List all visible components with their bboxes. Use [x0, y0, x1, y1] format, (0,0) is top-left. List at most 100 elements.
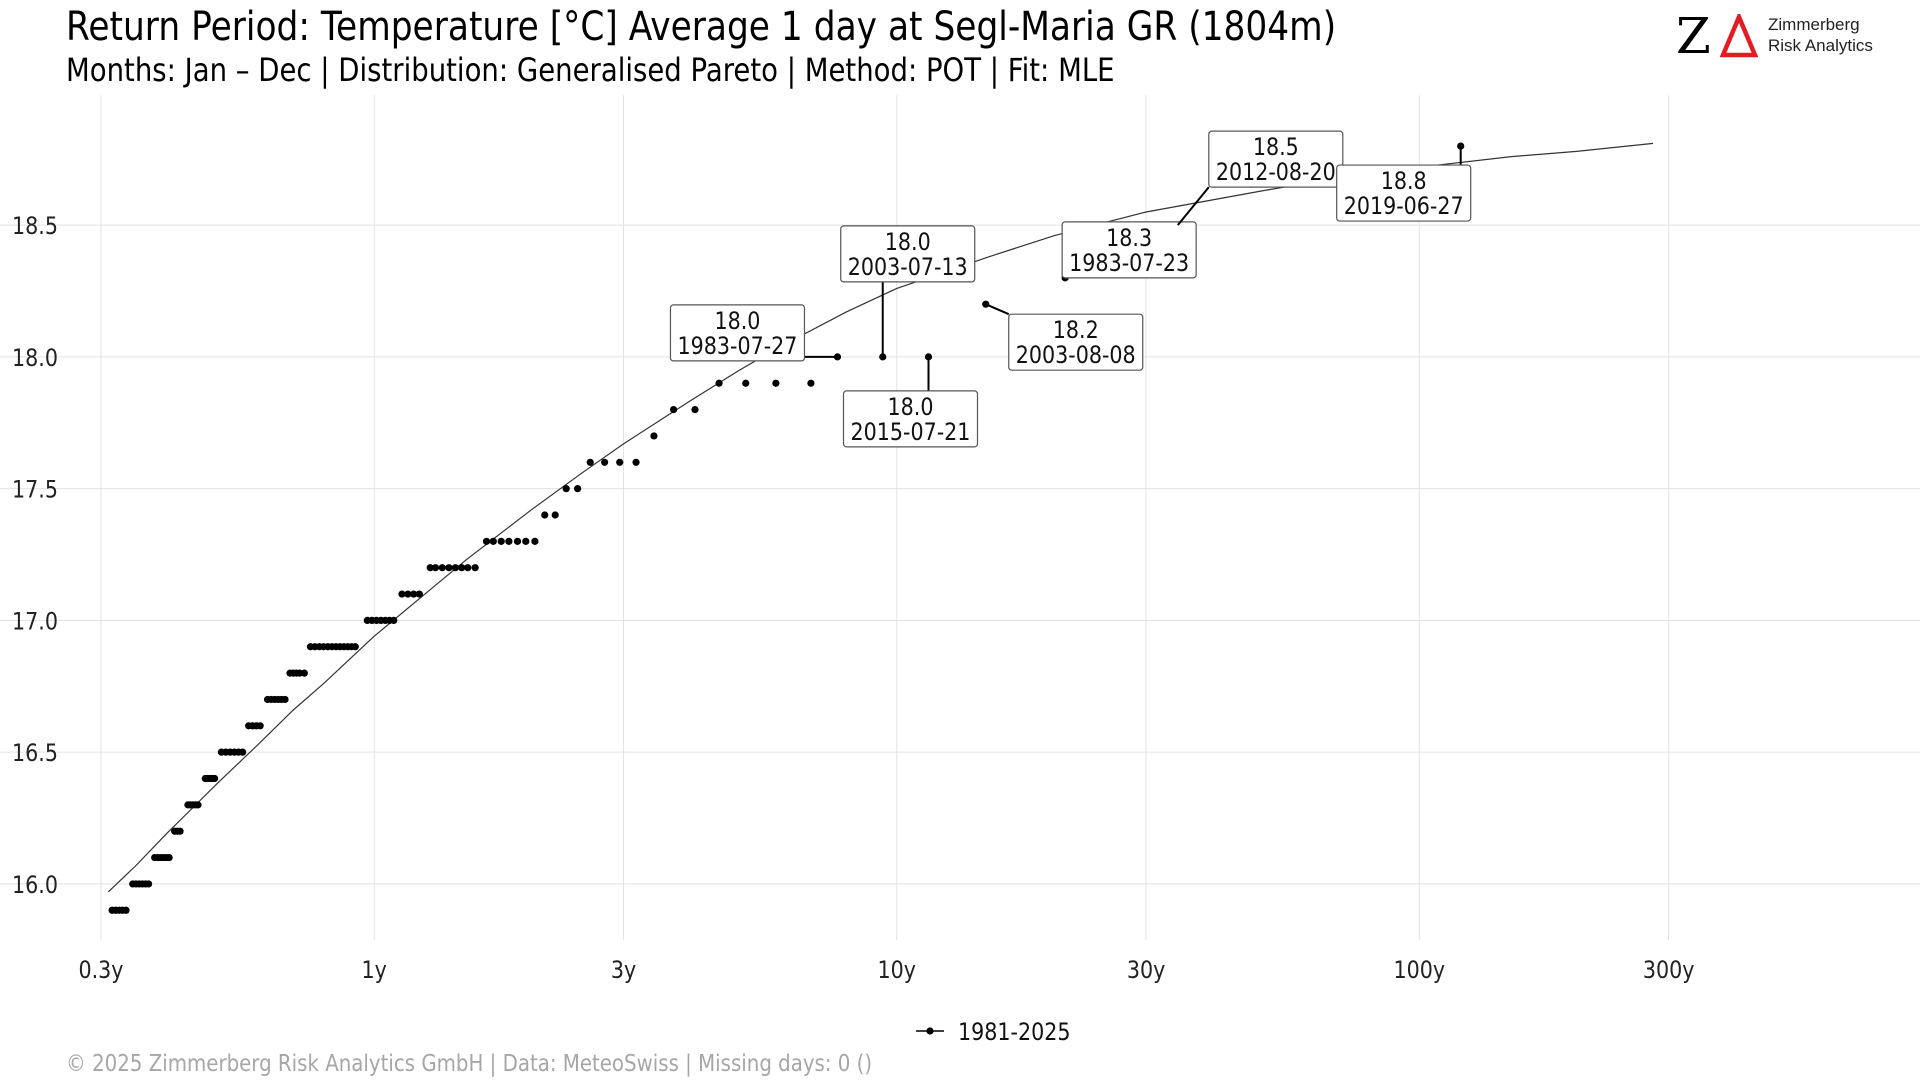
data-point: [551, 511, 559, 519]
annotation-leader: [1177, 186, 1210, 226]
y-tick-label: 16.0: [12, 871, 58, 899]
grid-lines: [0, 95, 1920, 940]
x-tick-label: 300y: [1643, 957, 1695, 985]
legend-label: 1981-2025: [958, 1019, 1070, 1047]
annotation-box: [842, 390, 979, 448]
y-tick-label: 18.5: [12, 213, 58, 241]
data-point: [438, 564, 446, 572]
data-point: [601, 458, 609, 466]
data-point: [742, 379, 750, 387]
chart-title: Return Period: Temperature [°C] Average …: [66, 4, 1337, 50]
annotation-value: 18.8: [1381, 168, 1427, 196]
footer-credits: © 2025 Zimmerberg Risk Analytics GmbH | …: [66, 1051, 873, 1077]
data-point: [165, 853, 173, 862]
data-point: [505, 537, 513, 545]
data-point: [691, 405, 699, 414]
annotation-box: [669, 304, 806, 362]
data-point: [300, 669, 308, 677]
logo-z-mark: Z: [1676, 7, 1711, 65]
logo-line-1: Zimmerberg: [1768, 15, 1860, 34]
data-point: [650, 432, 658, 440]
chart-subtitle: Months: Jan – Dec | Distribution: Genera…: [66, 51, 1115, 89]
company-logo: Z Zimmerberg Risk Analytics: [1676, 7, 1896, 65]
data-point: [772, 379, 780, 387]
data-point: [489, 537, 497, 545]
annotation-box: [840, 225, 976, 283]
data-point: [122, 906, 130, 914]
data-point: [616, 458, 624, 466]
y-tick-label: 17.0: [12, 608, 58, 636]
annotation-value: 18.0: [714, 307, 760, 335]
annotation-box: [1008, 313, 1144, 371]
annotation-date: 2003-07-13: [848, 253, 968, 281]
data-point: [715, 379, 723, 387]
x-tick-label: 100y: [1394, 957, 1446, 985]
data-point: [390, 616, 398, 625]
data-point: [669, 405, 678, 414]
data-point: [497, 537, 505, 545]
annotation-leader: [985, 303, 1010, 316]
axes: 0.3y 1y 3y 10y 30y 100y 300y 16.0 16.5 17.0 17.5 18…: [12, 213, 1694, 985]
data-point: [410, 590, 418, 598]
y-tick-label: 18.0: [12, 344, 58, 372]
data-point: [562, 485, 570, 493]
data-point: [426, 564, 434, 572]
data-point: [431, 564, 440, 572]
annotation-value: 18.0: [888, 393, 934, 421]
annotation-value: 18.2: [1053, 317, 1099, 345]
x-tick-label: 3y: [611, 957, 636, 985]
annotation-date: 2003-08-08: [1016, 342, 1136, 370]
annotation-value: 18.3: [1106, 224, 1152, 252]
data-point: [632, 458, 640, 466]
data-point: [522, 537, 530, 545]
data-point: [451, 564, 459, 572]
data-point: [445, 564, 453, 572]
data-point: [513, 537, 522, 545]
data-point: [471, 564, 479, 572]
data-point: [211, 774, 219, 783]
x-tick-label: 30y: [1127, 957, 1165, 985]
logo-text: Zimmerberg Risk Analytics: [1768, 14, 1873, 56]
annotation-date: 2012-08-20: [1216, 159, 1336, 187]
annotation-value: 18.5: [1253, 134, 1299, 162]
annotation-date: 1983-07-27: [678, 332, 798, 360]
legend-marker: [926, 1027, 934, 1035]
data-point: [194, 801, 202, 809]
data-point: [176, 827, 184, 835]
annotation-value: 18.0: [885, 228, 931, 256]
annotation-box: [1208, 130, 1344, 188]
data-point: [256, 722, 264, 730]
data-point: [398, 590, 406, 598]
data-point: [573, 485, 582, 493]
annotation-box: [1336, 164, 1472, 222]
annotation-box: [1061, 221, 1197, 279]
data-point: [807, 379, 815, 387]
logo-delta-icon: [1720, 14, 1758, 58]
data-points: [108, 142, 1465, 914]
data-point: [239, 748, 247, 756]
legend: 1981-2025: [916, 1019, 1070, 1047]
data-point: [281, 695, 289, 704]
data-point: [404, 590, 412, 598]
y-tick-label: 17.5: [12, 476, 58, 504]
data-point: [541, 511, 549, 519]
data-point: [531, 537, 539, 545]
data-point: [458, 564, 466, 572]
annotation-date: 2015-07-21: [851, 418, 971, 446]
data-point: [415, 590, 423, 598]
data-point: [464, 564, 472, 572]
annotation-date: 2019-06-27: [1344, 193, 1464, 221]
x-tick-label: 10y: [878, 957, 916, 985]
logo-line-2: Risk Analytics: [1768, 36, 1873, 55]
x-tick-label: 0.3y: [78, 957, 123, 985]
annotation-date: 1983-07-23: [1069, 249, 1189, 277]
y-tick-label: 16.5: [12, 740, 58, 768]
